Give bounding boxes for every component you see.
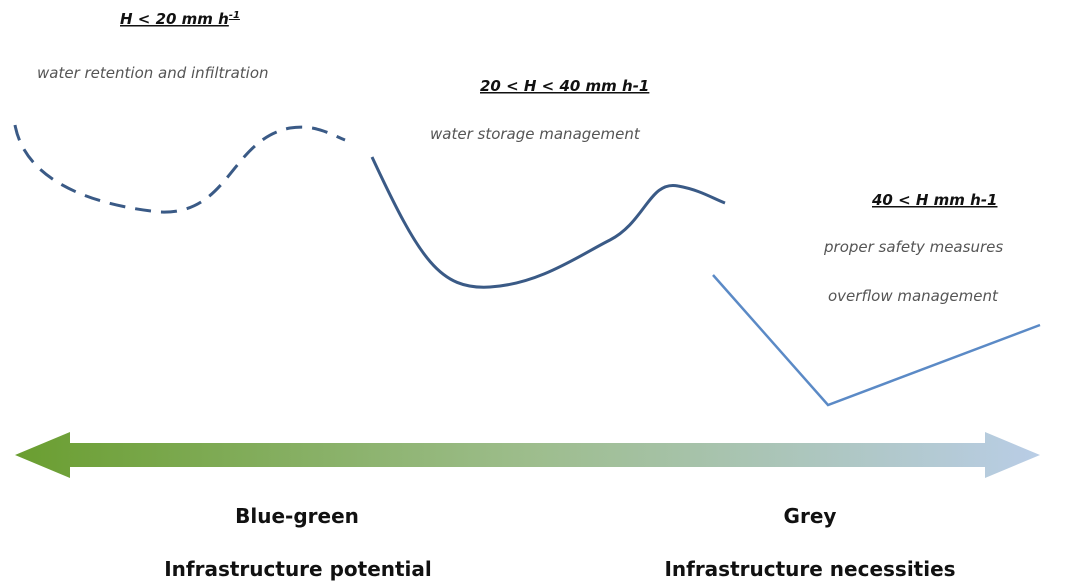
level-description: proper safety measures	[823, 238, 1003, 256]
scale-subtitle: Infrastructure potential	[164, 557, 432, 581]
scale-subtitle: Infrastructure necessities	[664, 557, 955, 581]
level-description: overflow management	[828, 287, 999, 305]
dashed-curve	[13, 124, 346, 214]
level-description: water retention and infiltration	[37, 64, 269, 82]
level-description: water storage management	[430, 125, 641, 143]
double-arrow	[15, 432, 1040, 478]
level-heading: H < 20 mm h-1	[120, 10, 240, 28]
level-heading: 20 < H < 40 mm h-1	[480, 77, 649, 95]
heading-superscript: -1	[229, 10, 240, 21]
scale-title: Grey	[784, 504, 837, 528]
solid-curve	[370, 156, 726, 289]
scale-title: Blue-green	[235, 504, 359, 528]
heading-text: H < 20 mm h	[120, 10, 229, 28]
level-heading: 40 < H mm h-1	[871, 191, 998, 209]
grey-line	[712, 274, 1041, 407]
